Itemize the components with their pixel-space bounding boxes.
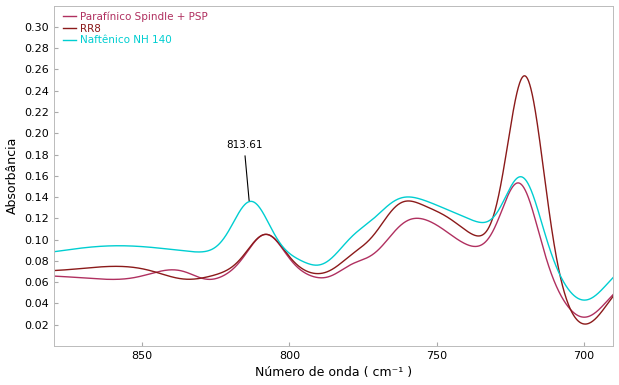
RR8	[322, 270, 330, 275]
Naftênico NH 140	[491, 214, 498, 218]
RR8	[521, 74, 528, 78]
Parafínico Spindle + PSP	[322, 275, 330, 280]
Parafínico Spindle + PSP	[610, 292, 617, 296]
Parafínico Spindle + PSP	[594, 308, 601, 313]
RR8	[610, 294, 617, 298]
Parafínico Spindle + PSP	[514, 181, 522, 185]
Line: Parafínico Spindle + PSP: Parafínico Spindle + PSP	[54, 183, 613, 317]
Naftênico NH 140	[581, 298, 588, 303]
Naftênico NH 140	[610, 275, 617, 280]
Legend: Parafínico Spindle + PSP, RR8, Naftênico NH 140: Parafínico Spindle + PSP, RR8, Naftênico…	[59, 7, 212, 49]
RR8	[594, 314, 601, 319]
Naftênico NH 140	[594, 291, 602, 296]
Line: RR8: RR8	[54, 76, 613, 324]
Naftênico NH 140	[50, 249, 58, 254]
Naftênico NH 140	[79, 246, 86, 250]
Parafínico Spindle + PSP	[50, 274, 58, 278]
RR8	[491, 210, 498, 215]
Parafínico Spindle + PSP	[491, 226, 498, 230]
Naftênico NH 140	[308, 262, 315, 267]
Text: 813.61: 813.61	[226, 140, 262, 201]
Parafínico Spindle + PSP	[79, 276, 86, 280]
RR8	[50, 268, 58, 273]
Naftênico NH 140	[322, 260, 330, 264]
Naftênico NH 140	[594, 291, 601, 296]
Naftênico NH 140	[517, 174, 524, 179]
Parafínico Spindle + PSP	[581, 315, 588, 320]
Parafínico Spindle + PSP	[308, 273, 315, 278]
Parafínico Spindle + PSP	[594, 308, 602, 313]
RR8	[79, 266, 86, 271]
Y-axis label: Absorbância: Absorbância	[6, 137, 19, 214]
X-axis label: Número de onda ( cm⁻¹ ): Número de onda ( cm⁻¹ )	[255, 367, 412, 380]
RR8	[308, 270, 315, 275]
RR8	[581, 322, 589, 326]
Line: Naftênico NH 140: Naftênico NH 140	[54, 177, 613, 300]
RR8	[594, 314, 602, 319]
